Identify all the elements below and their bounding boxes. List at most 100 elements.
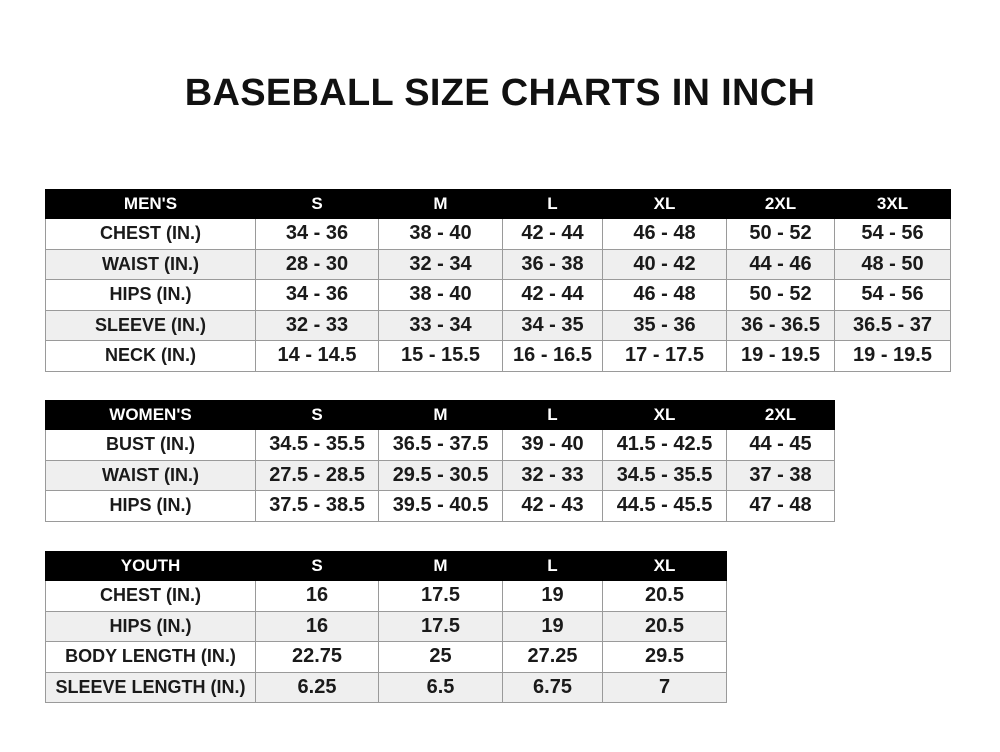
size-value-cell: 42 - 44	[502, 218, 603, 250]
size-value-cell: 17.5	[378, 580, 503, 612]
size-value-cell: 37 - 38	[726, 459, 835, 491]
measurement-label: NECK (IN.)	[45, 340, 256, 372]
size-value-cell: 34 - 35	[502, 309, 603, 341]
size-value-cell: 37.5 - 38.5	[255, 490, 379, 522]
size-value-cell: 39 - 40	[502, 429, 603, 461]
size-value-cell: 44.5 - 45.5	[602, 490, 727, 522]
measurement-label: BODY LENGTH (IN.)	[45, 641, 256, 673]
size-value-cell: 42 - 44	[502, 279, 603, 311]
size-value-cell: 33 - 34	[378, 309, 503, 341]
size-value-cell: 50 - 52	[726, 218, 835, 250]
size-value-cell: 19 - 19.5	[834, 340, 951, 372]
table-header-row: YOUTH S M L XL	[45, 551, 727, 581]
size-value-cell: 27.25	[502, 641, 603, 673]
size-value-cell: 32 - 34	[378, 248, 503, 280]
size-value-cell: 39.5 - 40.5	[378, 490, 503, 522]
size-value-cell: 14 - 14.5	[255, 340, 379, 372]
table-header-row: MEN'S S M L XL 2XL 3XL	[45, 189, 951, 219]
table-row: NECK (IN.) 14 - 14.5 15 - 15.5 16 - 16.5 17 …	[45, 340, 951, 372]
size-value-cell: 16	[255, 580, 379, 612]
size-value-cell: 47 - 48	[726, 490, 835, 522]
size-value-cell: 6.75	[502, 671, 603, 703]
size-value-cell: 44 - 45	[726, 429, 835, 461]
measurement-label: CHEST (IN.)	[45, 580, 256, 612]
size-value-cell: 34.5 - 35.5	[255, 429, 379, 461]
size-value-cell: 20.5	[602, 580, 727, 612]
size-value-cell: 50 - 52	[726, 279, 835, 311]
mens-size-table: MEN'S S M L XL 2XL 3XL CHEST (IN.) 34 - 36 38 - 4…	[45, 189, 951, 372]
table-row: BODY LENGTH (IN.) 22.75 25 27.25 29.5	[45, 641, 727, 673]
size-value-cell: 38 - 40	[378, 218, 503, 250]
size-value-cell: 34 - 36	[255, 218, 379, 250]
size-value-cell: 19 - 19.5	[726, 340, 835, 372]
size-value-cell: 36 - 36.5	[726, 309, 835, 341]
size-column-header: 2XL	[726, 400, 835, 430]
table-row: CHEST (IN.) 34 - 36 38 - 40 42 - 44 46 - 48 5…	[45, 218, 951, 250]
size-column-header: M	[378, 400, 503, 430]
table-category-header: MEN'S	[45, 189, 256, 219]
size-value-cell: 46 - 48	[602, 279, 727, 311]
measurement-label: SLEEVE LENGTH (IN.)	[45, 671, 256, 703]
size-value-cell: 15 - 15.5	[378, 340, 503, 372]
size-column-header: 2XL	[726, 189, 835, 219]
measurement-label: SLEEVE (IN.)	[45, 309, 256, 341]
measurement-label: HIPS (IN.)	[45, 490, 256, 522]
size-value-cell: 32 - 33	[502, 459, 603, 491]
size-column-header: M	[378, 189, 503, 219]
page-title: BASEBALL SIZE CHARTS IN INCH	[184, 72, 816, 114]
size-value-cell: 22.75	[255, 641, 379, 673]
size-value-cell: 46 - 48	[602, 218, 727, 250]
size-value-cell: 36.5 - 37	[834, 309, 951, 341]
measurement-label: CHEST (IN.)	[45, 218, 256, 250]
size-value-cell: 32 - 33	[255, 309, 379, 341]
size-column-header: M	[378, 551, 503, 581]
size-value-cell: 27.5 - 28.5	[255, 459, 379, 491]
table-row: HIPS (IN.) 34 - 36 38 - 40 42 - 44 46 - 48 50…	[45, 279, 951, 311]
youth-size-table: YOUTH S M L XL CHEST (IN.) 16 17.5 19 20.5 HIPS (I…	[45, 551, 727, 703]
size-value-cell: 34 - 36	[255, 279, 379, 311]
size-value-cell: 25	[378, 641, 503, 673]
table-row: SLEEVE (IN.) 32 - 33 33 - 34 34 - 35 35 - 36…	[45, 309, 951, 341]
size-value-cell: 20.5	[602, 610, 727, 642]
size-value-cell: 42 - 43	[502, 490, 603, 522]
size-column-header: L	[502, 189, 603, 219]
table-category-header: YOUTH	[45, 551, 256, 581]
size-value-cell: 40 - 42	[602, 248, 727, 280]
size-value-cell: 34.5 - 35.5	[602, 459, 727, 491]
womens-size-table: WOMEN'S S M L XL 2XL BUST (IN.) 34.5 - 35.5 36.5…	[45, 400, 835, 522]
size-column-header: XL	[602, 551, 727, 581]
size-value-cell: 29.5 - 30.5	[378, 459, 503, 491]
table-row: CHEST (IN.) 16 17.5 19 20.5	[45, 580, 727, 612]
size-column-header: S	[255, 189, 379, 219]
size-value-cell: 19	[502, 580, 603, 612]
size-column-header: L	[502, 551, 603, 581]
size-column-header: 3XL	[834, 189, 951, 219]
size-value-cell: 54 - 56	[834, 218, 951, 250]
size-value-cell: 29.5	[602, 641, 727, 673]
table-row: WAIST (IN.) 27.5 - 28.5 29.5 - 30.5 32 - 33…	[45, 459, 835, 491]
measurement-label: HIPS (IN.)	[45, 610, 256, 642]
size-value-cell: 16	[255, 610, 379, 642]
measurement-label: HIPS (IN.)	[45, 279, 256, 311]
size-value-cell: 41.5 - 42.5	[602, 429, 727, 461]
table-row: HIPS (IN.) 16 17.5 19 20.5	[45, 610, 727, 642]
size-value-cell: 36 - 38	[502, 248, 603, 280]
size-value-cell: 6.5	[378, 671, 503, 703]
size-column-header: XL	[602, 189, 727, 219]
size-value-cell: 7	[602, 671, 727, 703]
table-row: HIPS (IN.) 37.5 - 38.5 39.5 - 40.5 42 - 43 4…	[45, 490, 835, 522]
size-column-header: L	[502, 400, 603, 430]
size-value-cell: 6.25	[255, 671, 379, 703]
size-value-cell: 28 - 30	[255, 248, 379, 280]
table-row: BUST (IN.) 34.5 - 35.5 36.5 - 37.5 39 - 40 4…	[45, 429, 835, 461]
size-value-cell: 36.5 - 37.5	[378, 429, 503, 461]
size-column-header: S	[255, 400, 379, 430]
table-row: SLEEVE LENGTH (IN.) 6.25 6.5 6.75 7	[45, 671, 727, 703]
table-category-header: WOMEN'S	[45, 400, 256, 430]
size-value-cell: 54 - 56	[834, 279, 951, 311]
measurement-label: WAIST (IN.)	[45, 248, 256, 280]
size-value-cell: 17.5	[378, 610, 503, 642]
table-header-row: WOMEN'S S M L XL 2XL	[45, 400, 835, 430]
size-value-cell: 19	[502, 610, 603, 642]
table-row: WAIST (IN.) 28 - 30 32 - 34 36 - 38 40 - 42 4…	[45, 248, 951, 280]
